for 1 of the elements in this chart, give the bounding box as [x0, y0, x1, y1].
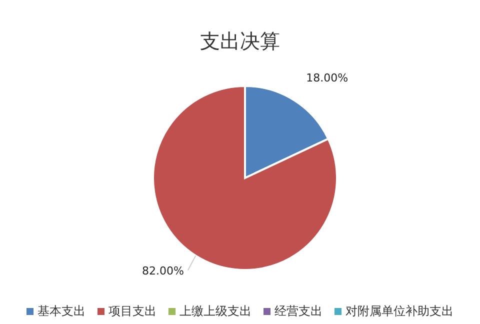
title: 支出决算	[200, 29, 280, 53]
